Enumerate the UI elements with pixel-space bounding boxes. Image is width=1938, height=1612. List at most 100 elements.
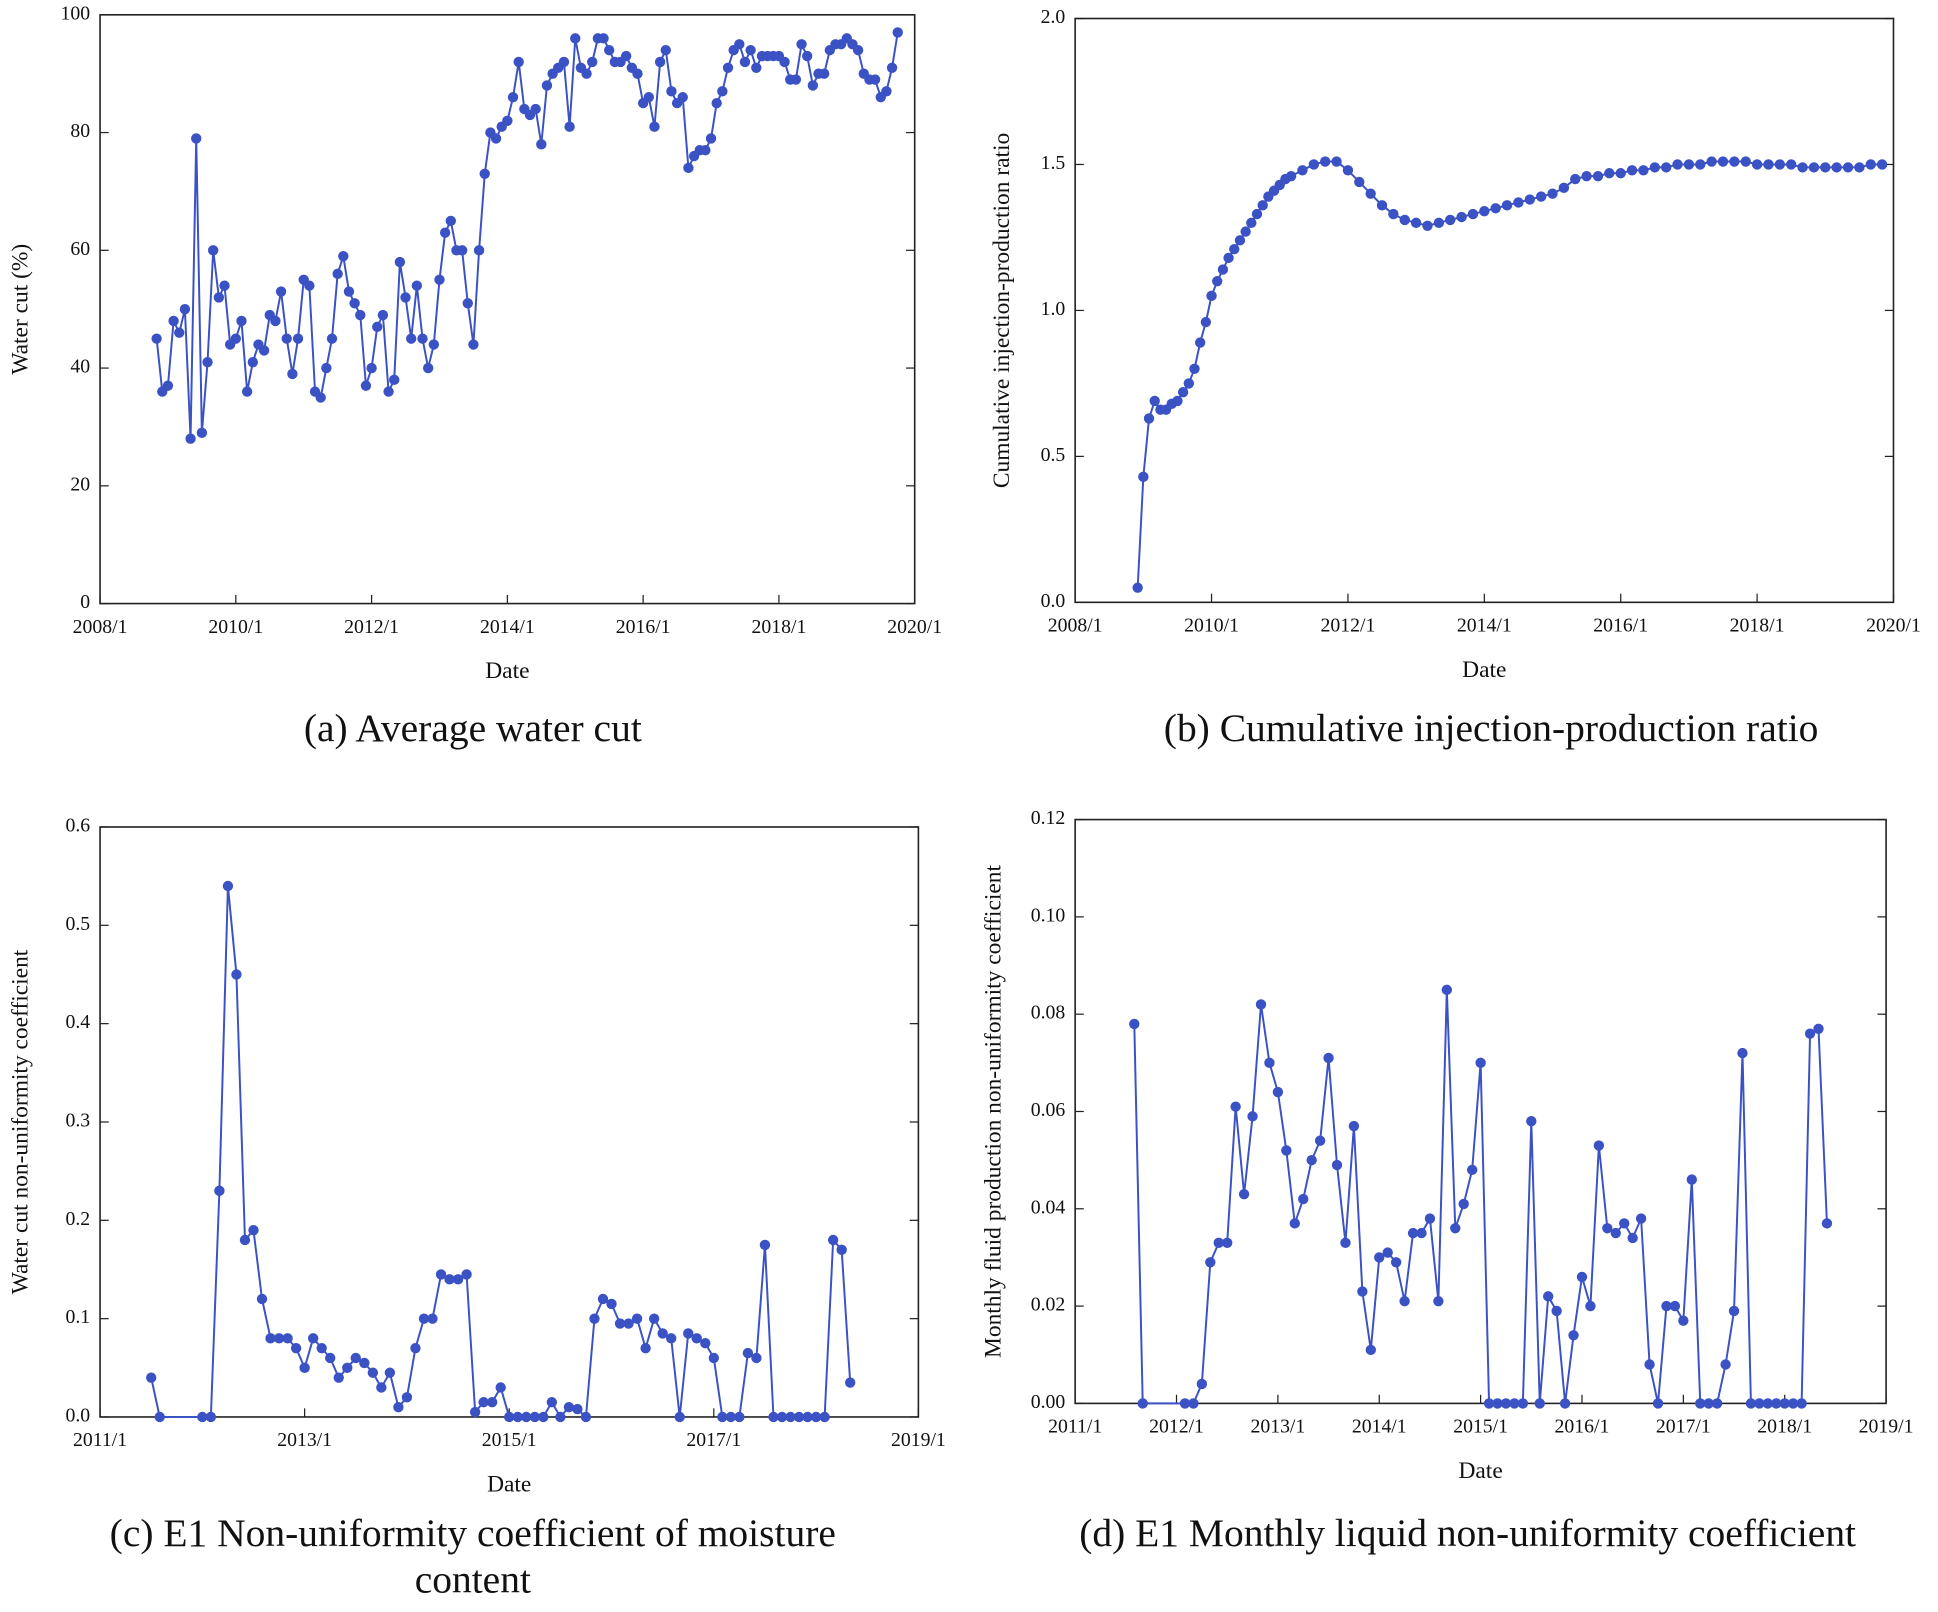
data-point <box>1615 168 1626 179</box>
data-point <box>191 133 202 144</box>
x-tick-label: 2018/1 <box>1730 615 1785 637</box>
data-point <box>1234 235 1246 246</box>
data-point <box>1308 159 1320 170</box>
data-point <box>383 386 394 397</box>
x-tick-label: 2019/1 <box>891 1429 946 1451</box>
data-point <box>452 1274 464 1285</box>
data-point <box>349 298 360 309</box>
data-point <box>1297 165 1308 176</box>
data-point <box>705 133 717 144</box>
data-point <box>462 298 473 309</box>
y-tick-label: 0.4 <box>66 1011 91 1033</box>
data-point <box>202 356 213 368</box>
data-point <box>541 80 553 91</box>
data-point <box>598 33 609 44</box>
data-point <box>445 215 456 227</box>
data-point <box>881 86 892 97</box>
data-point <box>372 321 383 333</box>
caption: (b) Cumulative injection-production rati… <box>1164 706 1819 750</box>
data-point <box>1314 1135 1326 1146</box>
data-point <box>886 62 898 73</box>
y-tick-label: 0.3 <box>66 1110 91 1132</box>
data-point <box>1223 252 1234 264</box>
data-point <box>434 274 445 285</box>
data-point <box>1206 290 1217 302</box>
data-point <box>1264 1057 1275 1069</box>
data-point <box>299 1362 310 1373</box>
data-point <box>1660 162 1672 173</box>
data-point <box>1424 1213 1436 1224</box>
data-point <box>1695 1398 1706 1409</box>
x-tick-label: 2013/1 <box>277 1429 332 1451</box>
data-point <box>852 44 864 56</box>
data-point <box>538 1411 549 1423</box>
data-point <box>660 44 671 56</box>
data-point <box>623 1318 634 1329</box>
data-point <box>790 74 802 85</box>
x-tick-label: 2012/1 <box>1149 1416 1204 1438</box>
data-point <box>513 56 524 68</box>
data-point <box>1619 1218 1630 1229</box>
data-point <box>606 1298 617 1310</box>
data-point <box>1720 1359 1731 1370</box>
x-tick-label: 2008/1 <box>73 616 128 638</box>
data-point <box>401 1392 413 1403</box>
data-point <box>1820 162 1831 173</box>
data-point <box>1306 1154 1317 1166</box>
y-tick-label: 0.5 <box>66 913 91 935</box>
data-point <box>1205 1257 1216 1268</box>
data-point <box>1754 1398 1765 1409</box>
data-point <box>461 1269 472 1280</box>
data-point <box>1576 1271 1588 1283</box>
data-point <box>486 1397 498 1408</box>
data-point <box>1222 1237 1233 1249</box>
data-point <box>1683 159 1695 170</box>
data-point <box>1786 159 1797 170</box>
y-tick-label: 0 <box>80 591 90 613</box>
x-tick-label: 2016/1 <box>1593 615 1648 637</box>
data-point <box>620 50 632 62</box>
data-point <box>555 1411 566 1423</box>
x-tick-label: 2010/1 <box>1184 615 1239 637</box>
data-point <box>236 315 247 327</box>
data-point <box>1729 156 1740 167</box>
data-point <box>725 1411 737 1423</box>
data-point <box>1450 1223 1461 1234</box>
data-point <box>587 56 598 68</box>
x-tick-label: 2014/1 <box>1457 615 1512 637</box>
y-tick-label: 0.0 <box>66 1405 91 1427</box>
data-point <box>1706 156 1717 167</box>
x-axis-label: Date <box>1458 1458 1502 1484</box>
data-point <box>1686 1174 1697 1185</box>
data-point <box>332 268 343 280</box>
data-point <box>411 280 423 291</box>
data-point <box>468 339 479 350</box>
data-point <box>377 309 389 321</box>
data-point <box>360 380 372 391</box>
data-point <box>666 86 677 97</box>
data-point <box>490 133 502 144</box>
data-point <box>479 168 490 179</box>
data-point <box>1433 217 1445 229</box>
data-point <box>1638 165 1649 176</box>
data-point <box>273 1333 285 1344</box>
data-point <box>1289 1218 1300 1229</box>
data-point <box>674 1411 685 1423</box>
data-point <box>1331 156 1342 167</box>
y-tick-label: 2.0 <box>1041 6 1066 28</box>
data-point <box>1410 217 1422 229</box>
data-point <box>1593 1140 1605 1151</box>
data-point <box>779 56 790 68</box>
data-point <box>1490 203 1501 214</box>
data-point <box>521 1411 532 1423</box>
data-point <box>604 44 615 56</box>
data-point <box>1172 395 1183 407</box>
data-point <box>230 333 242 344</box>
data-point <box>325 1352 336 1364</box>
data-point <box>1212 276 1223 287</box>
data-point <box>275 286 287 297</box>
data-point <box>1717 156 1729 167</box>
data-point <box>632 68 643 79</box>
data-point <box>1808 162 1820 173</box>
data-point <box>1602 1223 1613 1234</box>
